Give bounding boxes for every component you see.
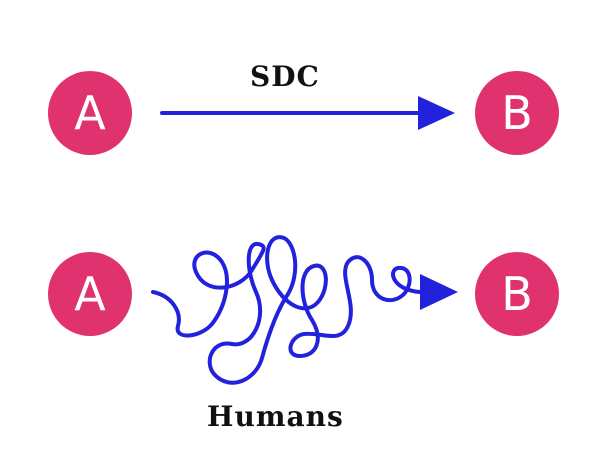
winding-route-line <box>151 235 422 385</box>
winding-route-end-node: B <box>475 252 559 336</box>
winding-route-start-node: A <box>48 252 132 336</box>
winding-route-start-label: A <box>74 267 106 321</box>
winding-route-arrow <box>151 235 458 385</box>
direct-route-end-node: B <box>475 71 559 155</box>
winding-route-arrowhead <box>420 274 458 310</box>
direct-route-caption: SDC <box>250 60 320 93</box>
direct-route-start-label: A <box>74 86 106 140</box>
direct-route-start-node: A <box>48 71 132 155</box>
direct-route-arrow <box>160 96 455 130</box>
winding-route-caption: Humans <box>207 400 344 433</box>
direct-route-arrowhead <box>418 96 455 130</box>
direct-route-end-label: B <box>501 86 533 140</box>
winding-route-end-label: B <box>501 267 533 321</box>
